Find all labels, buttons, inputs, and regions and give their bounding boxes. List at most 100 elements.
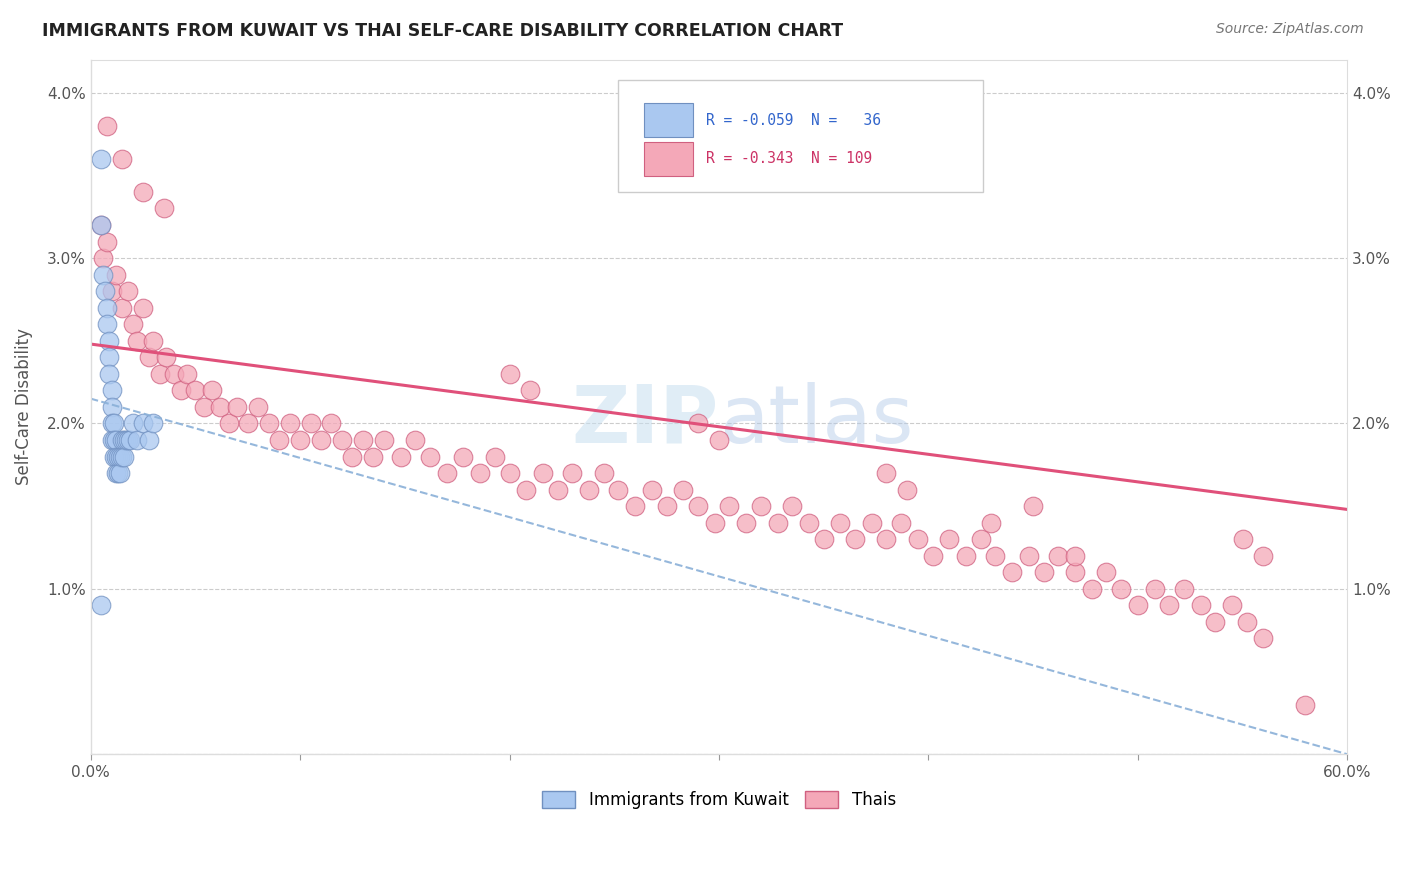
Point [153,202,176,216]
Point [91,268,114,282]
Point [90,599,112,613]
Point [142,334,165,348]
Point [170,384,193,398]
Point [132,417,155,431]
Point [1022,499,1045,513]
Point [813,532,835,546]
Point [278,417,301,431]
Point [90,218,112,232]
Point [373,433,395,447]
Point [330,433,353,447]
Point [352,433,374,447]
Point [107,466,129,480]
Text: R = -0.059  N =   36: R = -0.059 N = 36 [706,112,882,128]
Point [515,483,537,497]
Point [236,417,259,431]
Point [125,433,148,447]
Point [1253,549,1275,563]
Point [404,433,426,447]
Point [780,499,803,513]
Point [98,334,121,348]
Point [624,499,647,513]
Point [1109,582,1132,596]
Point [419,450,441,464]
Point [155,351,177,365]
Point [112,433,135,447]
FancyBboxPatch shape [619,80,983,192]
Point [257,417,280,431]
Point [103,450,125,464]
Point [1064,566,1087,580]
Point [1143,582,1166,596]
Point [299,417,322,431]
Point [860,516,883,530]
Point [984,549,1007,563]
Point [890,516,912,530]
Text: atlas: atlas [718,382,914,459]
Point [226,400,249,414]
Point [112,450,135,464]
Point [735,516,758,530]
Point [163,367,186,381]
Point [1018,549,1040,563]
Point [149,367,172,381]
Point [115,433,138,447]
Point [896,483,918,497]
Point [117,433,139,447]
Point [176,367,198,381]
Point [104,433,127,447]
Point [269,433,291,447]
Point [547,483,569,497]
Text: Source: ZipAtlas.com: Source: ZipAtlas.com [1216,22,1364,37]
Point [1064,549,1087,563]
Point [749,499,772,513]
Point [1159,599,1181,613]
Point [955,549,977,563]
Point [103,417,125,431]
Point [484,450,506,464]
Point [686,417,709,431]
Y-axis label: Self-Care Disability: Self-Care Disability [15,328,32,485]
Point [96,119,118,133]
Point [132,301,155,315]
Point [876,532,898,546]
Point [607,483,630,497]
Point [703,516,725,530]
Point [498,466,520,480]
Point [104,450,127,464]
Point [100,400,122,414]
Point [193,400,215,414]
Point [1236,615,1258,629]
Point [108,466,131,480]
Point [111,301,134,315]
Point [592,466,614,480]
Point [125,334,148,348]
Point [921,549,943,563]
Point [117,284,139,298]
Point [844,532,866,546]
Point [218,417,240,431]
Point [1126,599,1149,613]
Point [121,317,143,331]
Point [1204,615,1226,629]
Point [1001,566,1024,580]
Point [578,483,600,497]
Point [531,466,554,480]
FancyBboxPatch shape [644,103,693,137]
Point [138,433,160,447]
Point [1189,599,1212,613]
Point [1080,582,1102,596]
Point [672,483,695,497]
Point [686,499,709,513]
Point [132,185,155,199]
Text: R = -0.343  N = 109: R = -0.343 N = 109 [706,151,873,166]
Point [100,417,122,431]
Point [98,351,121,365]
FancyBboxPatch shape [644,142,693,176]
Point [436,466,458,480]
Point [100,384,122,398]
Point [498,367,520,381]
Point [103,433,125,447]
Point [96,235,118,249]
Point [1173,582,1195,596]
